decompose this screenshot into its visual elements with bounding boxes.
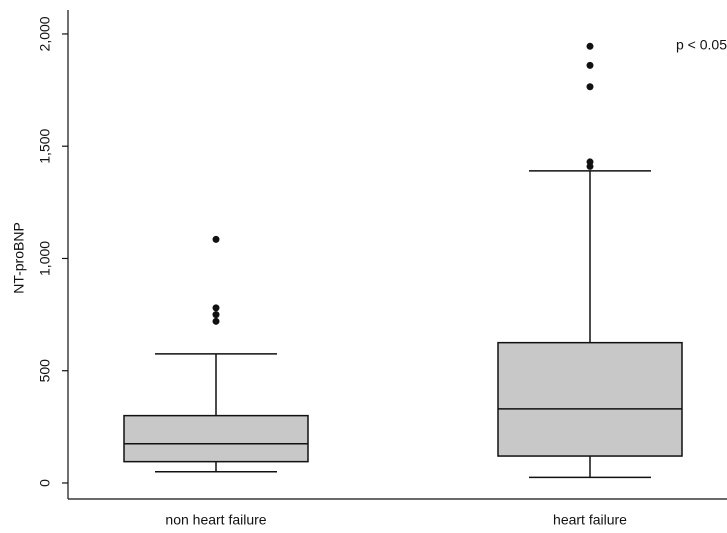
y-tick-label: 2,000: [37, 16, 53, 51]
outlier: [586, 61, 594, 69]
y-axis-label: NT-proBNP: [11, 222, 27, 294]
y-tick-label: 1,500: [37, 128, 53, 163]
x-tick-label: non heart failure: [165, 512, 266, 528]
y-tick-label: 500: [37, 359, 53, 383]
x-tick-label: heart failure: [553, 512, 627, 528]
outlier: [212, 317, 220, 325]
outlier: [586, 42, 594, 50]
y-tick-label: 0: [37, 479, 53, 487]
box: [497, 341, 683, 457]
outlier: [212, 235, 220, 243]
box: [123, 414, 309, 463]
outlier: [586, 158, 594, 166]
outlier: [212, 311, 220, 319]
annotation: p < 0.05: [676, 37, 727, 53]
outlier: [212, 304, 220, 312]
y-tick-label: 1,000: [37, 241, 53, 276]
outlier: [586, 83, 594, 91]
